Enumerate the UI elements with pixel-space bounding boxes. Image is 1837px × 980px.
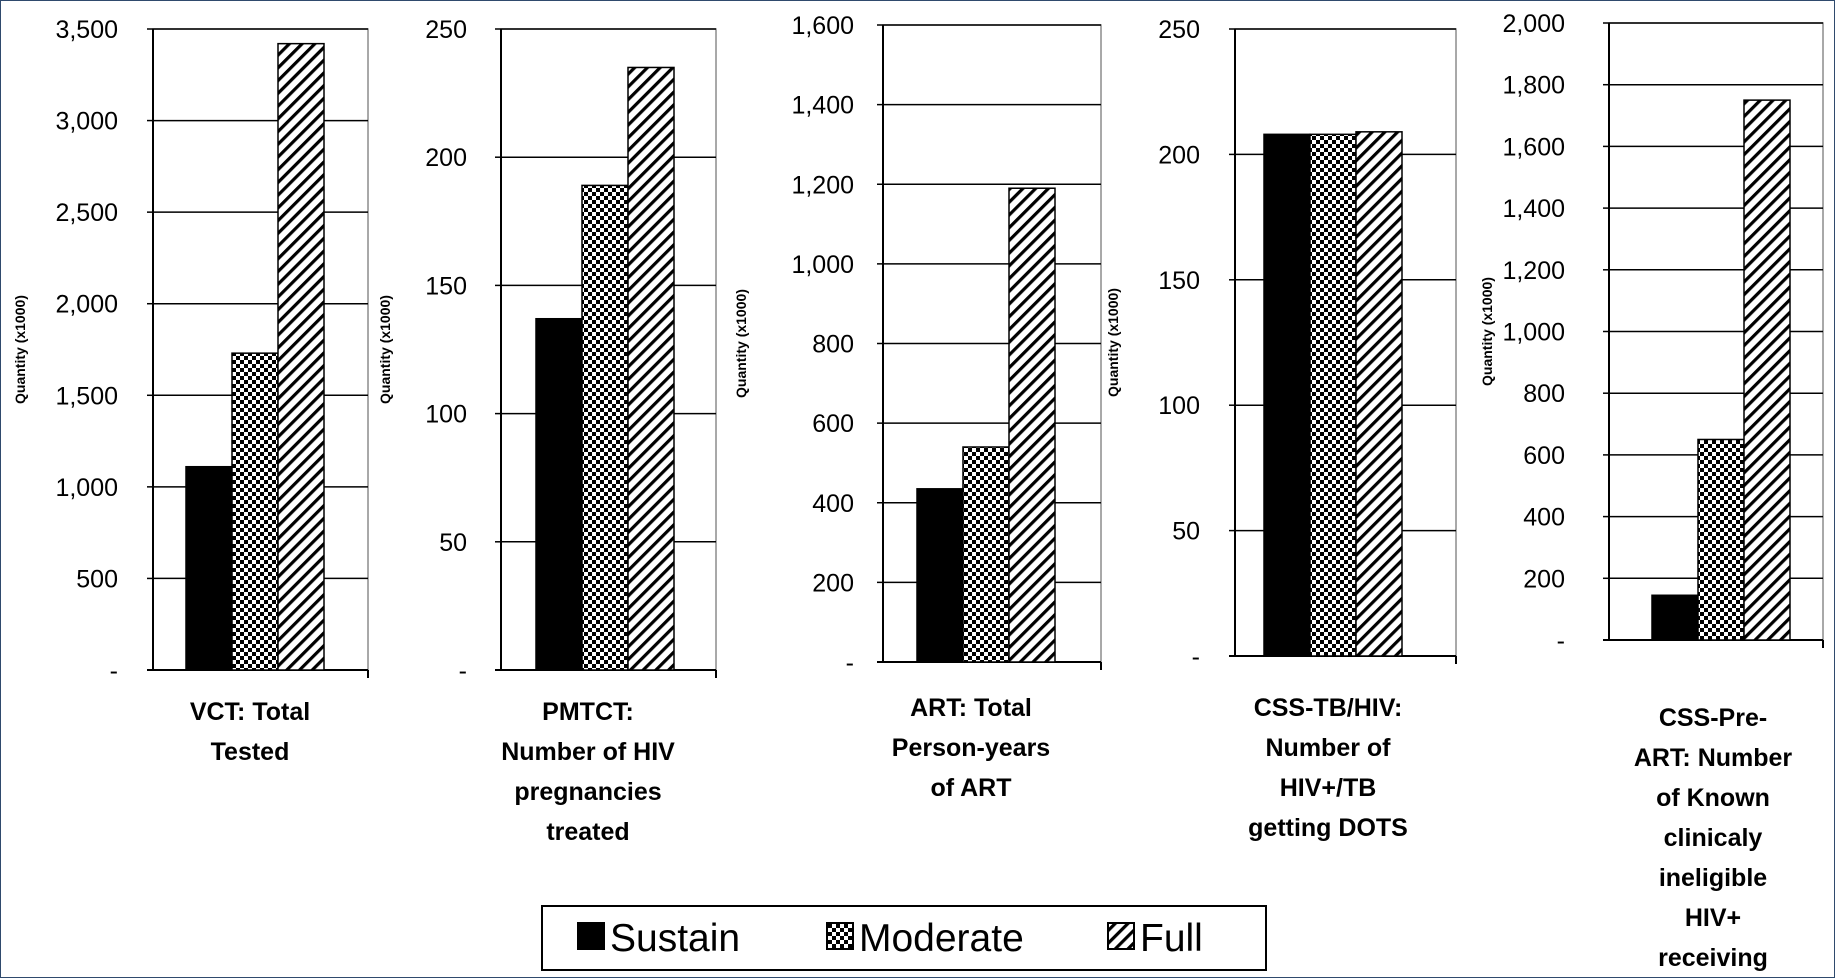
y-tick-label: 50: [439, 529, 467, 557]
legend-swatch-sustain: [577, 922, 605, 950]
y-tick-label: 200: [425, 144, 467, 172]
y-tick-label: 100: [425, 401, 467, 429]
bar-sustain: [1263, 133, 1311, 657]
y-tick-label: 1,800: [1502, 72, 1565, 100]
y-tick-label: 3,000: [55, 108, 118, 136]
category-label: ART: Total Person-years of ART: [892, 694, 1050, 802]
legend-label-full: Full: [1140, 917, 1203, 960]
y-tick-label: 400: [812, 490, 854, 518]
bar-sustain: [535, 317, 583, 671]
y-axis-label: Quantity (x1000): [1105, 288, 1121, 397]
bar-full: [1743, 99, 1791, 641]
bar-moderate: [1309, 133, 1357, 657]
y-tick-label: 1,000: [1502, 319, 1565, 347]
y-tick-label: 1,000: [791, 251, 854, 279]
chart-panel-2: - 50 100 150 200 250 Quantity (x1000) PMTCT: Num…: [377, 16, 717, 846]
y-tick-label: -: [459, 657, 467, 685]
y-tick-label: 2,000: [1502, 10, 1565, 38]
chart-panel-5: - 200 400 600 800 1,000 1,200 1,400 1,600 1,800 2,…: [1479, 10, 1824, 980]
y-tick-label: 100: [1158, 392, 1200, 420]
legend-label-moderate: Moderate: [859, 917, 1024, 960]
chart-panel-1: - 500 1,000 1,500 2,000 2,500 3,000 3,500 Quanti…: [12, 16, 369, 766]
legend-box: [541, 905, 1267, 971]
y-tick-label: -: [846, 649, 854, 677]
category-label: CSS-Pre-ART: Number of Known clinicaly inel…: [1634, 704, 1793, 980]
y-tick-label: 800: [812, 331, 854, 359]
y-tick-label: 1,400: [1502, 195, 1565, 223]
y-tick-label: 1,200: [791, 171, 854, 199]
y-tick-label: 250: [425, 16, 467, 44]
legend-label-sustain: Sustain: [610, 917, 740, 960]
y-tick-label: 1,000: [55, 474, 118, 502]
bar-sustain: [916, 488, 964, 663]
category-label: PMTCT: Number of HIV pregnancies treated: [501, 698, 675, 846]
chart-panel-3: - 200 400 600 800 1,000 1,200 1,400 1,600 Quantit…: [733, 12, 1102, 802]
bar-full: [1355, 131, 1403, 657]
y-tick-label: 1,600: [1502, 133, 1565, 161]
y-tick-label: 2,500: [55, 199, 118, 227]
y-tick-label: 250: [1158, 16, 1200, 44]
y-tick-label: 50: [1172, 518, 1200, 546]
category-label: CSS-TB/HIV: Number of HIV+/TB getting DOTS: [1248, 694, 1408, 842]
y-tick-label: 1,600: [791, 12, 854, 40]
y-tick-label: 1,400: [791, 92, 854, 120]
y-tick-label: 2,000: [55, 291, 118, 319]
y-tick-label: 600: [1523, 442, 1565, 470]
y-tick-label: 500: [76, 565, 118, 593]
y-tick-label: 150: [1158, 267, 1200, 295]
y-tick-label: -: [1557, 627, 1565, 655]
y-tick-label: 600: [812, 410, 854, 438]
y-axis-label: Quantity (x1000): [733, 289, 749, 398]
bar-moderate: [1697, 438, 1745, 641]
legend-swatch-full: [1107, 922, 1135, 950]
legend-swatch-moderate: [826, 922, 854, 950]
bar-sustain: [1651, 594, 1699, 641]
y-axis-label: Quantity (x1000): [1479, 277, 1495, 386]
y-tick-label: 200: [812, 569, 854, 597]
bar-full: [1008, 187, 1056, 663]
y-tick-label: 3,500: [55, 16, 118, 44]
bar-full: [627, 66, 675, 671]
bar-full: [277, 42, 325, 671]
y-tick-label: -: [1192, 643, 1200, 671]
bar-moderate: [231, 352, 279, 671]
chart-panel-4: - 50 100 150 200 250 Quantity (x1000) CSS-TB/HI…: [1105, 16, 1457, 842]
bar-moderate: [581, 184, 629, 671]
category-label: VCT: Total Tested: [190, 698, 310, 766]
y-axis-label: Quantity (x1000): [377, 295, 393, 404]
y-tick-label: -: [110, 657, 118, 685]
y-tick-label: 1,200: [1502, 257, 1565, 285]
y-tick-label: 1,500: [55, 382, 118, 410]
y-tick-label: 150: [425, 272, 467, 300]
bar-moderate: [962, 446, 1010, 663]
y-tick-label: 800: [1523, 380, 1565, 408]
y-tick-label: 400: [1523, 504, 1565, 532]
y-axis-label: Quantity (x1000): [12, 295, 28, 404]
legend: Sustain Moderate Full: [541, 905, 1267, 971]
y-tick-label: 200: [1523, 565, 1565, 593]
y-tick-label: 200: [1158, 141, 1200, 169]
bar-sustain: [185, 465, 233, 671]
